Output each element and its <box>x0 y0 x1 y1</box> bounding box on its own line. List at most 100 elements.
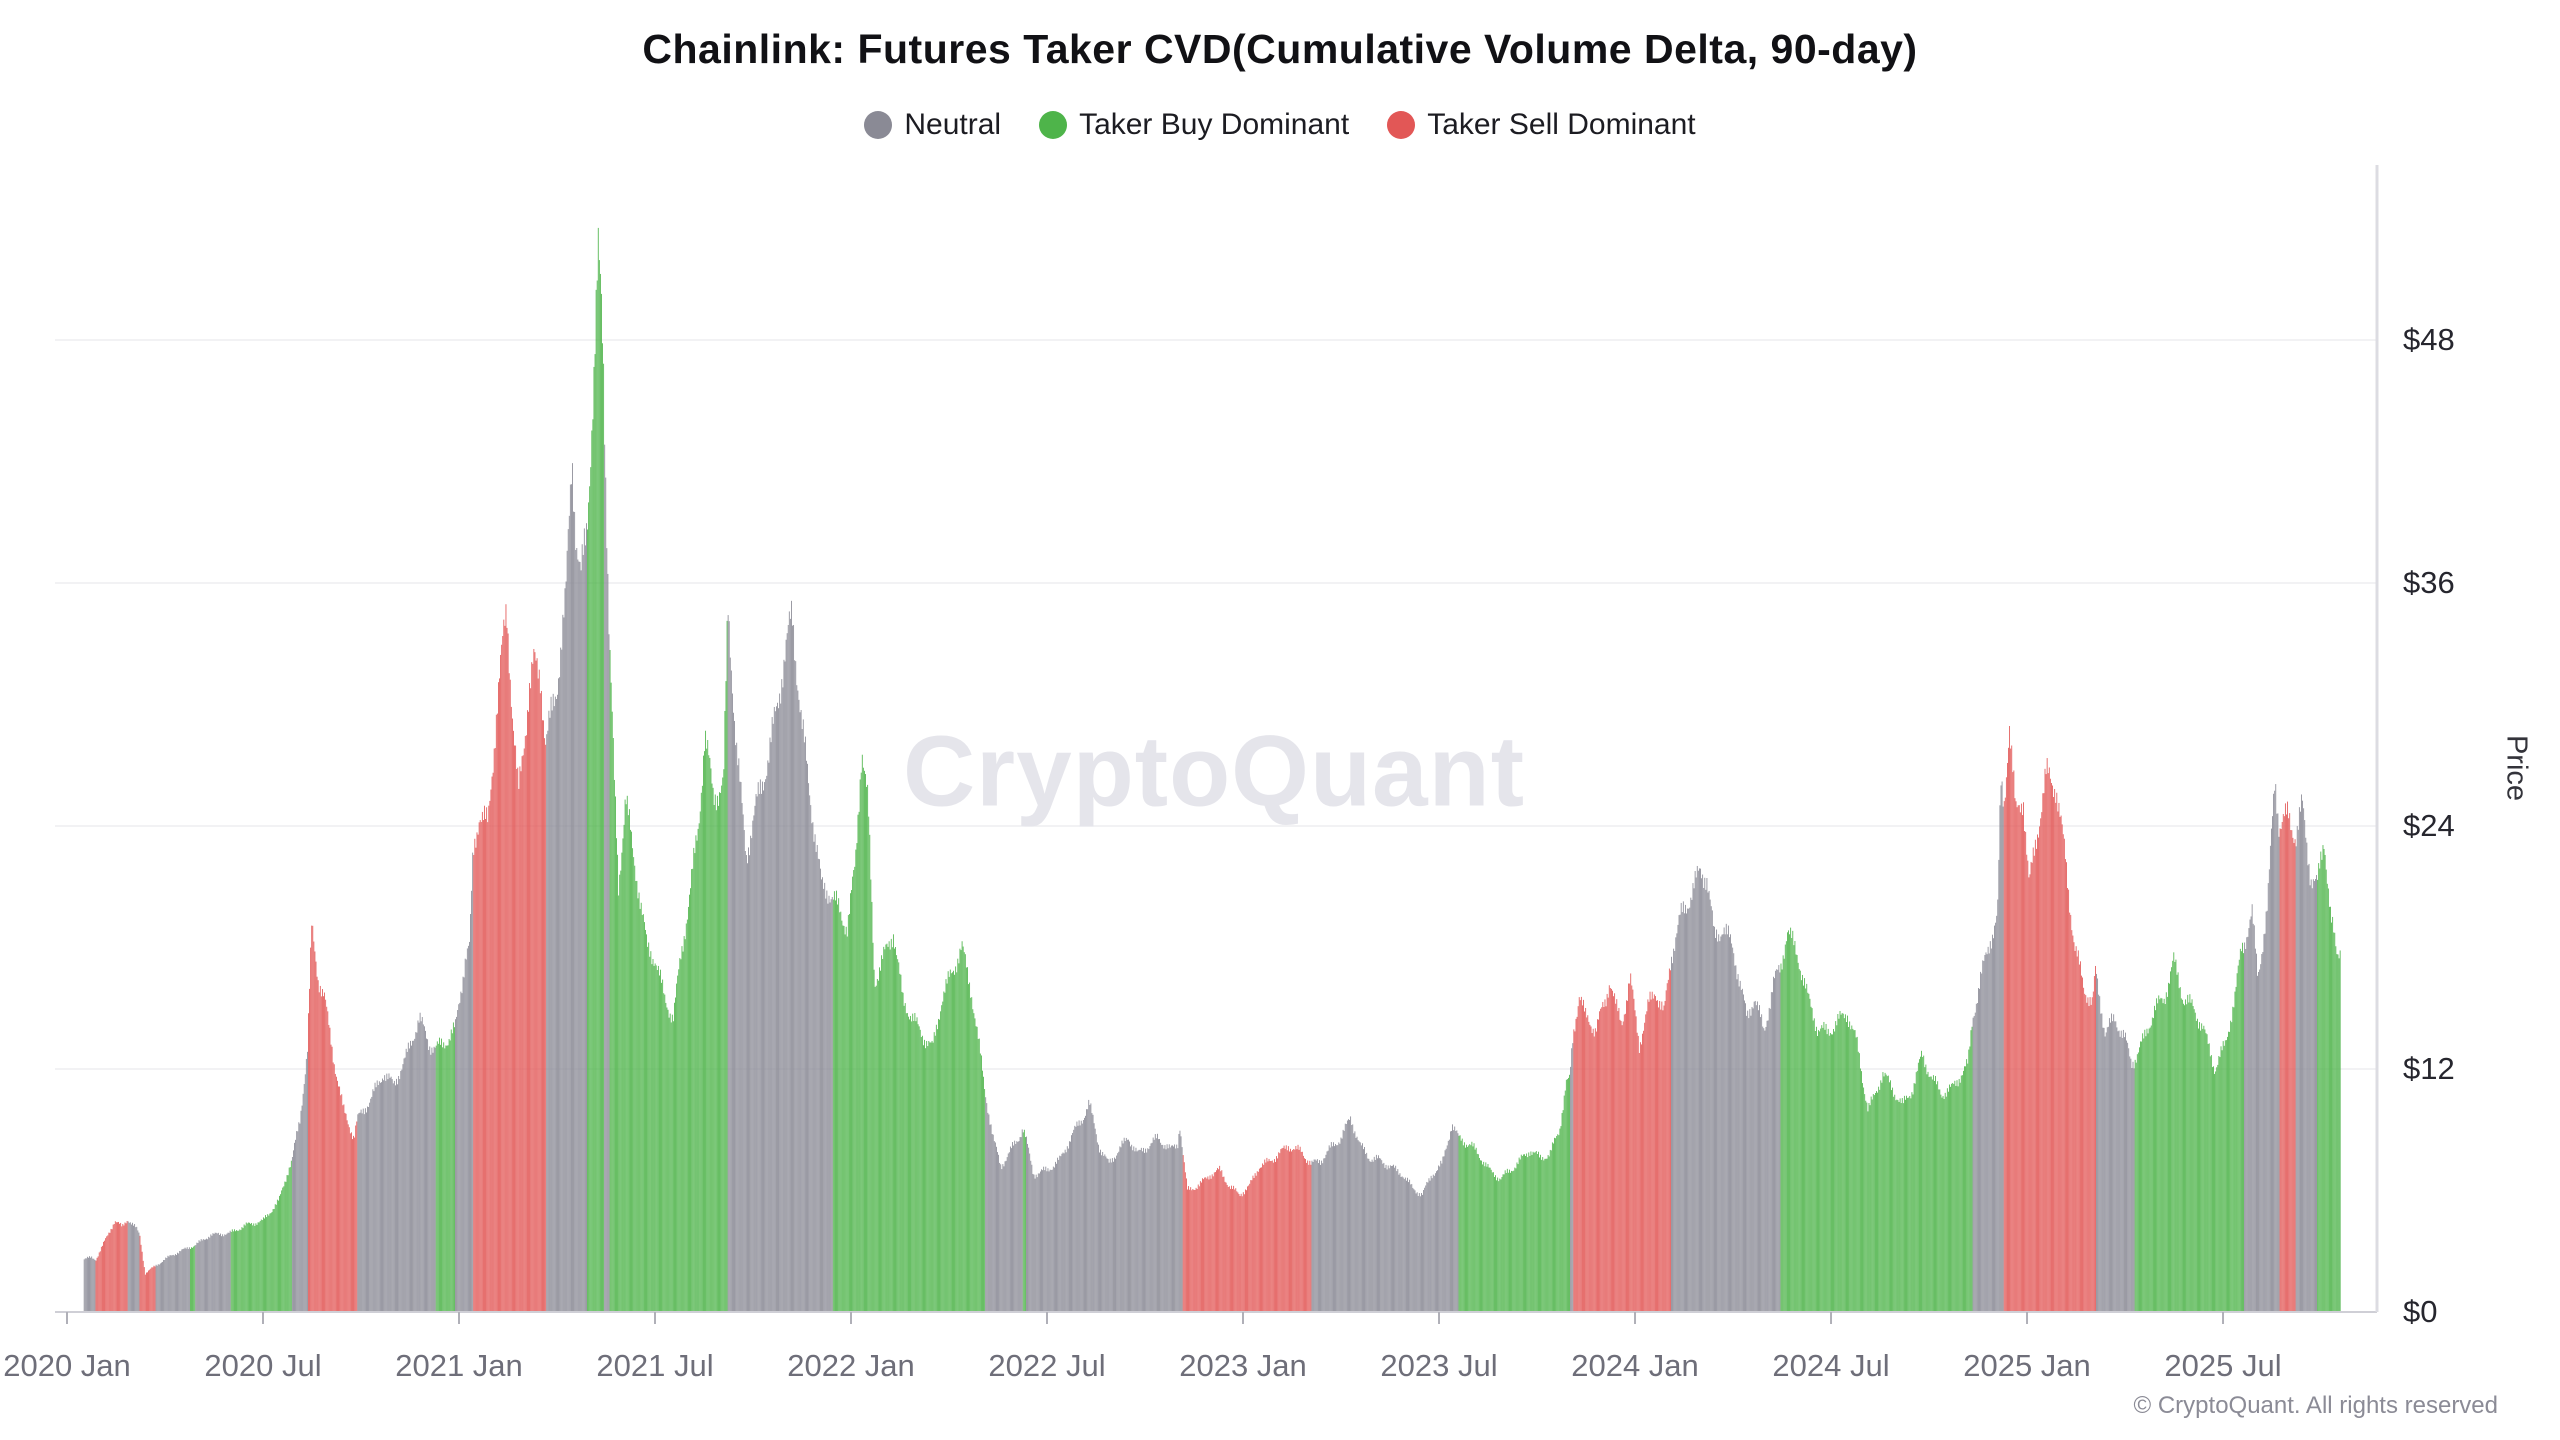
price-bar <box>830 899 832 1312</box>
price-bar <box>984 1089 986 1312</box>
price-bar <box>270 1213 272 1312</box>
price-bar <box>2297 829 2299 1312</box>
price-bar <box>939 1019 940 1312</box>
price-bar <box>2012 772 2014 1312</box>
legend-item-taker-buy[interactable]: Taker Buy Dominant <box>1039 108 1349 142</box>
price-bar <box>742 814 744 1312</box>
price-bar <box>2258 972 2259 1312</box>
legend-item-taker-sell[interactable]: Taker Sell Dominant <box>1387 108 1696 142</box>
price-bar <box>637 898 639 1312</box>
price-bar <box>970 997 972 1312</box>
price-bar <box>1289 1151 1290 1312</box>
price-bar <box>635 881 637 1312</box>
price-bar <box>2287 801 2288 1312</box>
price-bar <box>2046 758 2048 1312</box>
price-bar <box>1741 988 1743 1312</box>
price-bar <box>1269 1160 1271 1312</box>
price-bar <box>1605 1006 1607 1312</box>
price-bar <box>747 863 748 1312</box>
price-bar <box>992 1134 994 1312</box>
price-bar <box>669 1013 671 1312</box>
price-bar <box>2246 937 2248 1312</box>
price-bar <box>180 1251 182 1312</box>
price-bar <box>408 1048 410 1312</box>
price-bar <box>857 814 859 1312</box>
price-bar <box>842 925 844 1312</box>
price-bar <box>182 1249 184 1312</box>
price-bar <box>866 786 867 1312</box>
price-bar <box>164 1259 166 1312</box>
price-bar <box>1232 1188 1233 1312</box>
price-bar <box>1692 883 1694 1312</box>
price-bar <box>1604 999 1606 1312</box>
price-bar <box>346 1120 348 1312</box>
price-bar <box>134 1224 136 1312</box>
price-bar <box>1491 1172 1493 1312</box>
price-bar <box>1735 965 1737 1312</box>
price-bar <box>1033 1174 1035 1312</box>
price-bar <box>1533 1152 1535 1312</box>
price-bar <box>1974 1012 1976 1312</box>
price-bar <box>1996 915 1998 1312</box>
price-bar <box>217 1232 219 1312</box>
price-bar <box>729 657 731 1312</box>
price-bar <box>564 588 566 1312</box>
price-bar <box>261 1220 263 1312</box>
price-bar <box>206 1238 207 1312</box>
price-bar <box>1778 965 1780 1312</box>
price-bar <box>1594 1028 1596 1312</box>
price-bar <box>1117 1153 1119 1312</box>
legend-item-neutral[interactable]: Neutral <box>864 108 1001 142</box>
price-bar <box>972 1009 974 1312</box>
price-bar <box>2291 830 2293 1312</box>
price-bar <box>2047 773 2049 1312</box>
price-bar <box>1922 1057 1924 1312</box>
price-bar <box>947 971 949 1312</box>
price-bar <box>646 934 647 1312</box>
price-bar <box>975 1026 977 1312</box>
price-bar <box>1515 1168 1517 1312</box>
price-bar <box>390 1076 392 1312</box>
price-bar <box>698 823 700 1312</box>
price-bar <box>476 832 478 1312</box>
price-bar <box>433 1046 435 1312</box>
price-bar <box>1065 1152 1067 1312</box>
price-bar <box>1615 1003 1617 1312</box>
price-bar <box>1120 1147 1122 1312</box>
price-bar <box>1284 1148 1286 1312</box>
price-bar <box>373 1091 375 1312</box>
price-bar <box>1590 1026 1592 1312</box>
price-bar <box>1310 1164 1312 1312</box>
price-bar <box>258 1222 260 1312</box>
price-bar <box>484 805 485 1312</box>
price-bar <box>1823 1021 1825 1312</box>
price-bar <box>86 1256 88 1312</box>
price-bar <box>1401 1176 1403 1312</box>
price-bar <box>1462 1145 1464 1312</box>
price-bar <box>478 822 480 1312</box>
price-bar <box>1566 1079 1568 1312</box>
price-bar <box>1983 960 1985 1312</box>
price-bar <box>721 785 723 1312</box>
price-bar <box>1453 1130 1455 1312</box>
price-bar <box>1558 1135 1560 1312</box>
price-bar <box>755 794 757 1312</box>
price-bar <box>1627 1000 1628 1312</box>
price-bar <box>367 1106 368 1312</box>
price-bar <box>777 702 778 1312</box>
y-axis-label: $36 <box>2403 565 2455 600</box>
price-bar <box>150 1268 152 1312</box>
price-bar <box>117 1222 118 1312</box>
price-bar <box>152 1267 154 1312</box>
price-bar <box>899 973 901 1312</box>
price-bar <box>1719 941 1721 1312</box>
price-bar <box>1183 1162 1185 1312</box>
price-bar <box>2300 811 2301 1312</box>
price-bar <box>2169 983 2170 1312</box>
price-bar <box>1474 1149 1476 1312</box>
price-bar <box>2125 1032 2126 1312</box>
price-bar <box>624 799 626 1312</box>
price-bar <box>401 1069 403 1312</box>
